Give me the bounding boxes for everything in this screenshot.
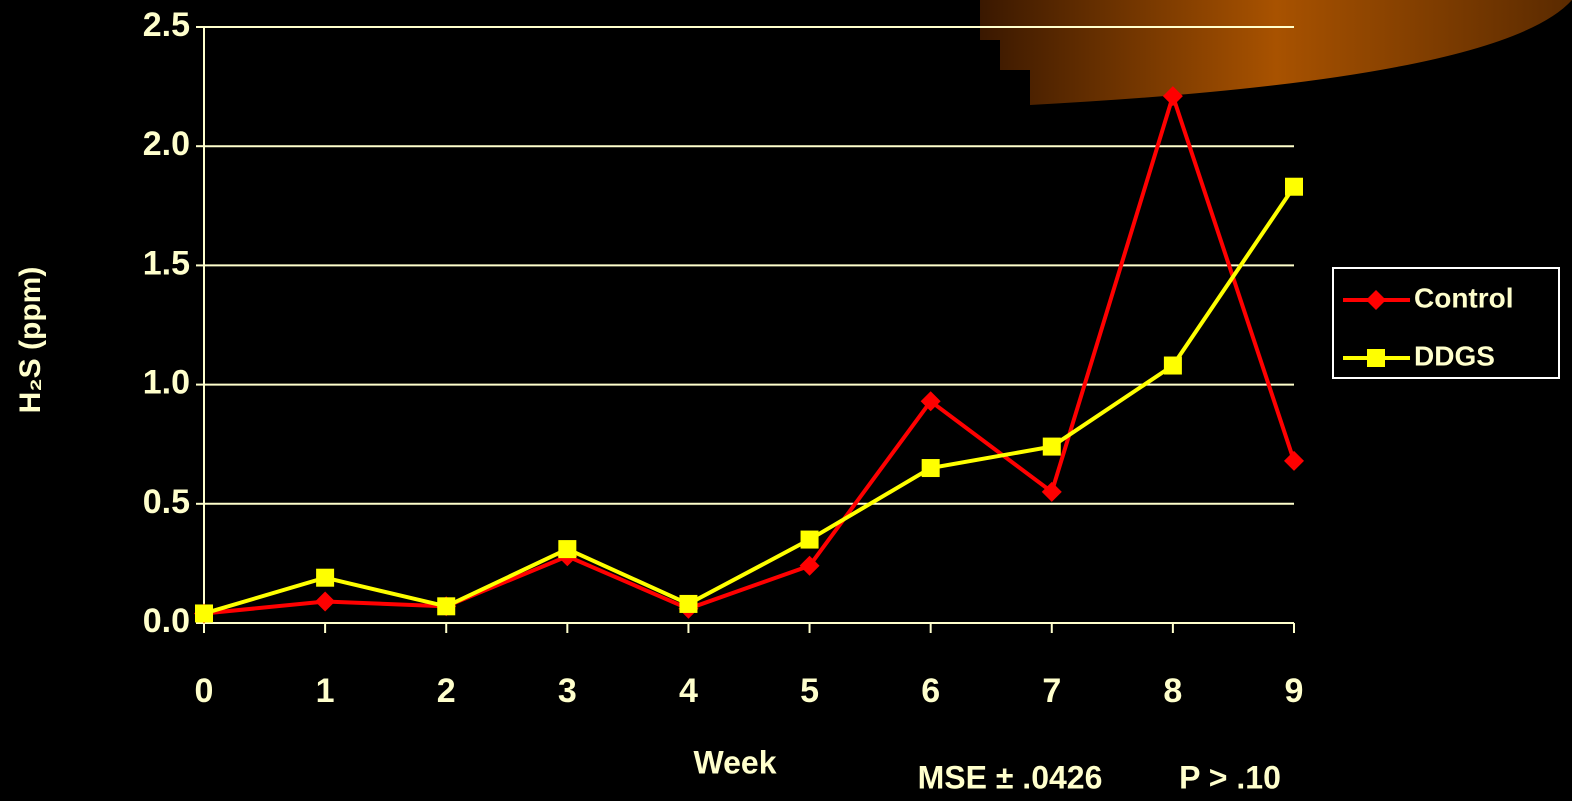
decoration <box>980 0 1572 105</box>
marker <box>1285 178 1303 196</box>
marker <box>316 569 334 587</box>
legend-label: Control <box>1414 282 1514 313</box>
x-tick-label: 7 <box>1042 672 1061 710</box>
marker <box>558 540 576 558</box>
x-tick-label: 3 <box>558 672 577 710</box>
y-tick-label: 1.5 <box>143 244 190 282</box>
annotation: P > .10 <box>1179 759 1281 795</box>
marker <box>801 531 819 549</box>
series-line <box>204 187 1294 614</box>
x-axis-label: Week <box>693 744 776 780</box>
x-tick-label: 8 <box>1163 672 1182 710</box>
legend-label: DDGS <box>1414 340 1495 371</box>
marker <box>1164 357 1182 375</box>
x-tick-label: 5 <box>800 672 819 710</box>
y-tick-label: 2.0 <box>143 125 190 163</box>
marker <box>437 597 455 615</box>
y-tick-label: 1.0 <box>143 364 190 402</box>
y-tick-label: 2.5 <box>143 6 190 44</box>
x-tick-label: 0 <box>195 672 214 710</box>
marker <box>195 604 213 622</box>
x-tick-label: 4 <box>679 672 698 710</box>
marker <box>922 459 940 477</box>
marker <box>1284 451 1304 471</box>
marker <box>1043 438 1061 456</box>
y-tick-label: 0.0 <box>143 602 190 640</box>
y-tick-label: 0.5 <box>143 483 190 521</box>
annotation: MSE ± .0426 <box>918 759 1103 795</box>
marker <box>679 595 697 613</box>
x-tick-label: 9 <box>1285 672 1304 710</box>
chart: H₂S (ppm) Week MSE ± .0426 P > .10 0.0 0.… <box>0 0 1572 801</box>
x-tick-label: 6 <box>921 672 940 710</box>
marker <box>1367 349 1385 367</box>
x-tick-label: 2 <box>437 672 456 710</box>
marker <box>315 592 335 612</box>
x-tick-label: 1 <box>316 672 335 710</box>
series-line <box>204 96 1294 613</box>
y-axis-label: H₂S (ppm) <box>14 267 47 414</box>
